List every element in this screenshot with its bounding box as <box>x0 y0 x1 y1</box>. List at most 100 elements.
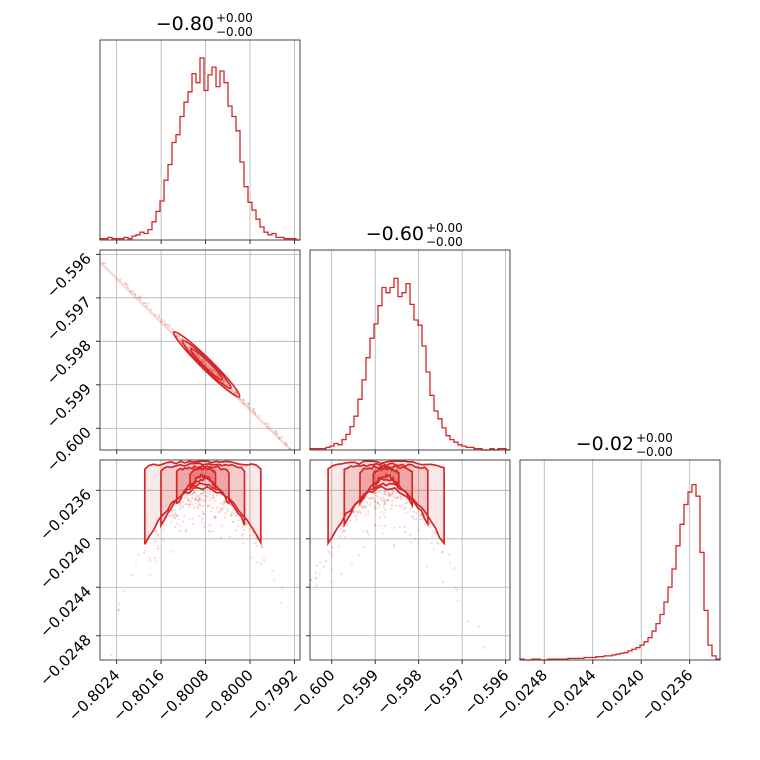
scatter-point <box>253 411 257 414</box>
panel-frame <box>519 459 721 661</box>
scatter-point <box>179 503 182 506</box>
scatter-point <box>404 502 407 505</box>
scatter-point <box>210 368 213 371</box>
scatter-point <box>389 493 392 496</box>
scatter-point <box>278 437 281 440</box>
scatter-point <box>194 498 197 501</box>
scatter-point <box>376 501 379 504</box>
scatter-point <box>367 533 370 536</box>
scatter-point <box>207 529 211 533</box>
scatter-point <box>383 492 387 496</box>
scatter-point <box>129 290 132 293</box>
tick-label-y: −0.599 <box>43 380 95 432</box>
scatter-point <box>242 398 245 401</box>
scatter-point <box>423 523 426 526</box>
scatter-point <box>400 498 403 501</box>
scatter-point <box>124 281 127 284</box>
tick-label-y: −0.597 <box>43 293 95 345</box>
scatter-point <box>234 529 237 532</box>
scatter-point <box>199 504 202 507</box>
scatter-panel-x1-x3 <box>96 459 301 664</box>
scatter-point <box>194 492 197 495</box>
scatter-point <box>217 374 220 378</box>
scatter-point <box>382 513 385 516</box>
scatter-point <box>212 496 215 499</box>
scatter-point <box>362 530 365 533</box>
scatter-point <box>242 542 245 545</box>
scatter-point <box>213 517 216 520</box>
scatter-point <box>206 505 209 508</box>
scatter-point <box>229 514 232 517</box>
scatter-point <box>356 505 360 508</box>
scatter-point <box>363 514 367 517</box>
scatter-point <box>173 508 177 512</box>
scatter-point <box>378 506 381 510</box>
scatter-point <box>403 507 406 511</box>
scatter-point <box>385 494 388 497</box>
title-minus: −0.00 <box>426 235 463 249</box>
tick-label-y: −0.0248 <box>36 631 95 690</box>
scatter-point <box>387 498 390 501</box>
scatter-point <box>190 497 193 500</box>
scatter-point <box>441 551 444 554</box>
scatter-point <box>156 544 160 548</box>
scatter-point <box>209 530 212 534</box>
scatter-point <box>322 565 326 568</box>
scatter-point <box>234 390 237 393</box>
tick-label-x: −0.0244 <box>541 666 600 725</box>
scatter-point <box>189 493 192 496</box>
scatter-point <box>357 509 360 512</box>
scatter-point <box>234 391 237 394</box>
scatter-point <box>204 495 207 498</box>
scatter-point <box>395 491 398 494</box>
scatter-point <box>185 529 188 532</box>
density-contour <box>190 347 224 381</box>
scatter-point <box>382 532 385 535</box>
scatter-point <box>449 561 452 564</box>
scatter-point <box>198 493 202 496</box>
scatter-point <box>203 490 206 494</box>
scatter-point <box>210 510 213 513</box>
scatter-point <box>253 407 256 411</box>
histogram-step-line <box>519 483 721 661</box>
title-value: −0.02 <box>576 433 634 455</box>
scatter-point <box>319 561 322 564</box>
scatter-point <box>232 508 235 511</box>
scatter-point <box>197 503 200 506</box>
scatter-point <box>365 501 369 504</box>
title-value: −0.60 <box>366 223 424 245</box>
tick-label-y: −0.596 <box>43 249 95 301</box>
scatter-point <box>214 516 217 519</box>
scatter-point <box>181 337 184 340</box>
scatter-point <box>192 491 195 494</box>
scatter-point <box>204 362 207 365</box>
tick-label-y: −0.0236 <box>36 485 95 544</box>
scatter-point <box>185 342 188 345</box>
scatter-point <box>191 496 195 499</box>
scatter-point <box>441 580 444 583</box>
scatter-point <box>185 503 188 506</box>
scatter-point <box>173 512 176 516</box>
scatter-point <box>243 402 246 405</box>
scatter-point <box>417 538 420 541</box>
scatter-point <box>241 401 245 404</box>
scatter-point <box>211 506 214 509</box>
scatter-point <box>252 542 255 545</box>
scatter-point <box>426 565 429 568</box>
scatter-point <box>387 491 390 494</box>
scatter-point <box>251 408 255 411</box>
scatter-point <box>373 524 377 527</box>
scatter-point <box>207 504 210 507</box>
scatter-point <box>280 435 283 439</box>
scatter-point <box>414 537 417 541</box>
scatter-point <box>209 496 213 499</box>
histogram-panel-3 <box>519 459 721 664</box>
scatter-point <box>478 625 481 628</box>
scatter-point <box>354 514 357 517</box>
scatter-point <box>154 532 157 535</box>
scatter-point <box>355 510 358 513</box>
scatter-point <box>376 491 380 494</box>
title-minus: −0.00 <box>636 445 673 459</box>
scatter-point <box>380 492 384 495</box>
